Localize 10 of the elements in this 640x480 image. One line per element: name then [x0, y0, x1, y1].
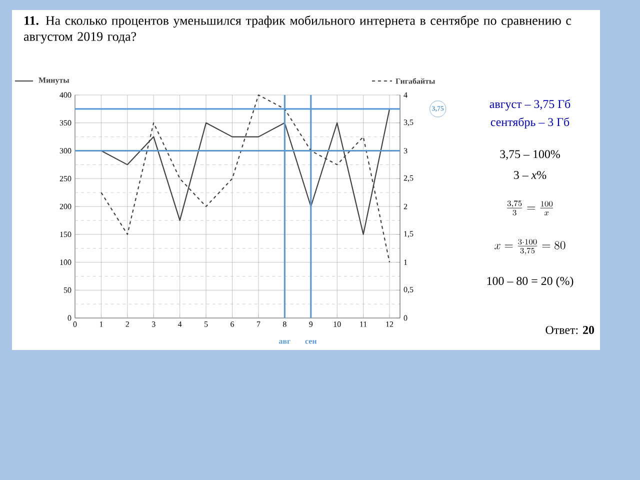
- text: 100 – 80 = 20 (%): [487, 276, 574, 288]
- text: 3 – x%: [514, 170, 546, 180]
- text: август – 3,75 Гб: [490, 99, 570, 111]
- text: Ответ: 20: [546, 326, 594, 334]
- text: $\frac{3{,}75}{3}=\frac{100}{x}$: [507, 200, 553, 216]
- text: 3,75 – 100%: [500, 150, 560, 160]
- chart-title: 11. На сколько процентов уменьшился трафик мобильного интернета в сентябре по сравнению с августом 2019 года?: [24, 16, 572, 44]
- line-series: [100, 94, 390, 263]
- text: $x=\frac{3\cdot 100}{3{,}75}=80$: [494, 239, 566, 255]
- text: сентябрь – 3 Гб: [490, 117, 570, 129]
